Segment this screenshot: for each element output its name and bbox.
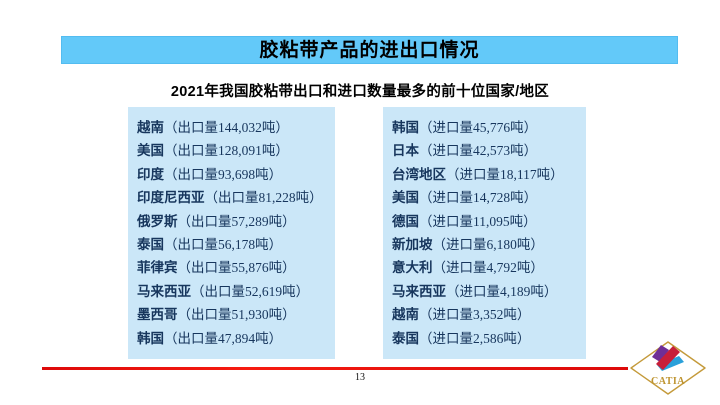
list-item: 墨西哥（出口量51,930吨）: [137, 308, 335, 322]
quantity-info: （出口量55,876吨）: [177, 260, 296, 276]
list-item: 美国（出口量128,091吨）: [137, 144, 335, 158]
logo-red-ribbon-icon: [656, 346, 680, 370]
list-item: 印度（出口量93,698吨）: [137, 166, 335, 182]
quantity-info: （进口量14,728吨）: [419, 190, 538, 206]
country-name: 墨西哥: [137, 307, 178, 323]
logo-wordmark: CATIA: [651, 376, 685, 387]
logo-purple-ribbon-icon: [652, 345, 669, 362]
quantity-info: （出口量51,930吨）: [177, 307, 296, 323]
quantity-info: （出口量47,894吨）: [164, 330, 283, 346]
quantity-info: （进口量45,776吨）: [419, 119, 538, 135]
country-name: 泰国: [392, 330, 419, 346]
quantity-info: （出口量57,289吨）: [177, 213, 296, 229]
list-item: 菲律宾（出口量55,876吨）: [137, 261, 335, 275]
quantity-info: （出口量93,698吨）: [164, 166, 283, 182]
country-name: 印度: [137, 166, 164, 182]
export-list: 越南（出口量144,032吨） 美国（出口量128,091吨） 印度（出口量93…: [128, 107, 335, 359]
country-name: 美国: [392, 190, 419, 206]
country-name: 菲律宾: [137, 260, 178, 276]
country-name: 马来西亚: [392, 283, 446, 299]
catia-logo-icon: CATIA: [630, 341, 706, 395]
list-item: 印度尼西亚（出口量81,228吨）: [137, 191, 335, 205]
list-item: 泰国（出口量56,178吨）: [137, 238, 335, 252]
catia-logo: CATIA: [629, 340, 707, 398]
list-item: 泰国（进口量2,586吨）: [392, 330, 586, 346]
country-name: 日本: [392, 143, 419, 159]
quantity-info: （进口量18,117吨）: [446, 166, 564, 182]
list-item: 俄罗斯（出口量57,289吨）: [137, 213, 335, 229]
list-item: 马来西亚（进口量4,189吨）: [392, 285, 586, 299]
country-name: 意大利: [392, 260, 433, 276]
country-name: 韩国: [137, 330, 164, 346]
quantity-info: （进口量11,095吨）: [419, 213, 537, 229]
country-name: 德国: [392, 213, 419, 229]
quantity-info: （进口量2,586吨）: [419, 330, 531, 346]
quantity-info: （出口量144,032吨）: [164, 119, 289, 135]
quantity-info: （出口量128,091吨）: [164, 143, 289, 159]
page-number: 13: [355, 372, 365, 383]
list-item: 马来西亚（出口量52,619吨）: [137, 285, 335, 299]
list-item: 韩国（进口量45,776吨）: [392, 121, 586, 135]
list-item: 韩国（出口量47,894吨）: [137, 330, 335, 346]
quantity-info: （进口量42,573吨）: [419, 143, 538, 159]
quantity-info: （出口量81,228吨）: [204, 190, 323, 206]
slide-title-bar: 胶粘带产品的进出口情况: [61, 36, 678, 64]
slide-subtitle: 2021年我国胶粘带出口和进口数量最多的前十位国家/地区: [170, 84, 550, 100]
quantity-info: （进口量6,180吨）: [432, 236, 544, 252]
quantity-info: （出口量52,619吨）: [191, 283, 310, 299]
import-list: 韩国（进口量45,776吨） 日本（进口量42,573吨） 台湾地区（进口量18…: [383, 107, 586, 359]
country-name: 美国: [137, 143, 164, 159]
country-name: 泰国: [137, 236, 164, 252]
list-item: 新加坡（进口量6,180吨）: [392, 238, 586, 252]
country-name: 台湾地区: [392, 166, 446, 182]
quantity-info: （进口量4,792吨）: [432, 260, 544, 276]
country-name: 韩国: [392, 119, 419, 135]
country-name: 新加坡: [392, 236, 433, 252]
list-item: 日本（进口量42,573吨）: [392, 144, 586, 158]
list-item: 德国（进口量11,095吨）: [392, 213, 586, 229]
quantity-info: （出口量56,178吨）: [164, 236, 283, 252]
quantity-info: （进口量3,352吨）: [419, 307, 531, 323]
country-name: 印度尼西亚: [137, 190, 205, 206]
list-item: 意大利（进口量4,792吨）: [392, 261, 586, 275]
country-name: 俄罗斯: [137, 213, 178, 229]
footer-divider-line: [42, 367, 628, 370]
quantity-info: （进口量4,189吨）: [446, 283, 558, 299]
country-name: 马来西亚: [137, 283, 191, 299]
country-name: 越南: [137, 119, 164, 135]
list-item: 越南（出口量144,032吨）: [137, 121, 335, 135]
list-item: 台湾地区（进口量18,117吨）: [392, 166, 586, 182]
slide-title: 胶粘带产品的进出口情况: [259, 39, 480, 61]
country-name: 越南: [392, 307, 419, 323]
list-item: 越南（进口量3,352吨）: [392, 308, 586, 322]
list-item: 美国（进口量14,728吨）: [392, 191, 586, 205]
